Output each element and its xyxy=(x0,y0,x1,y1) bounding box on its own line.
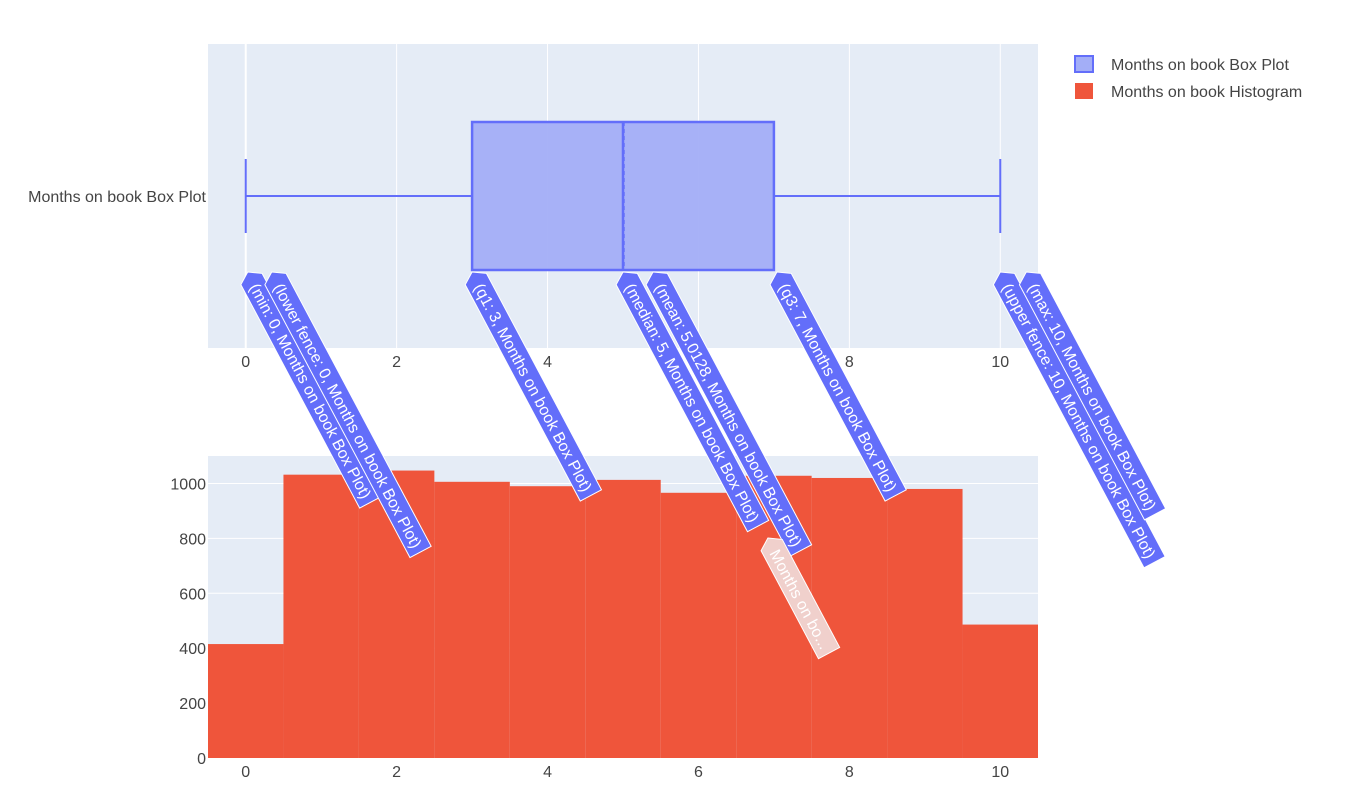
histogram-bar[interactable] xyxy=(887,488,963,758)
box-hover-label-bg xyxy=(645,271,813,557)
histogram-y-tick-label: 400 xyxy=(179,641,206,658)
histogram-bar[interactable] xyxy=(509,486,586,758)
legend-histogram-swatch[interactable] xyxy=(1075,83,1093,99)
histogram-bar[interactable] xyxy=(434,481,510,758)
legend-box-swatch[interactable] xyxy=(1074,55,1094,73)
legend-item-label[interactable]: Months on book Histogram xyxy=(1111,84,1302,101)
box-x-tick-label: 4 xyxy=(543,354,552,371)
histogram-y-ticks: 0 200 400 600 800 1000 xyxy=(170,476,206,768)
histogram-x-tick-label: 4 xyxy=(543,764,552,781)
histogram-x-tick-label: 6 xyxy=(694,764,703,781)
histogram-trace[interactable] xyxy=(208,470,1038,758)
box-hover-label-text: (max: 10, Months on book Box Plot) xyxy=(1024,281,1158,514)
histogram-x-tick-label: 10 xyxy=(991,764,1009,781)
histogram-x-tick-label: 2 xyxy=(392,764,401,781)
box-hover-label-bg xyxy=(615,271,770,533)
box-plot-trace[interactable] xyxy=(244,120,1002,272)
histogram-hover-label-bg xyxy=(760,537,841,660)
histogram-y-tick-label: 600 xyxy=(179,586,206,603)
histogram-x-tick-label: 8 xyxy=(845,764,854,781)
histogram-x-tick-label: 0 xyxy=(241,764,250,781)
legend-item-label[interactable]: Months on book Box Plot xyxy=(1111,57,1289,74)
histogram-y-tick-label: 0 xyxy=(197,751,206,768)
box-hover-label-bg xyxy=(992,271,1166,569)
box-x-tick-label: 0 xyxy=(241,354,250,371)
histogram-bar[interactable] xyxy=(208,644,284,758)
box-hover-label: (max: 10, Months on book Box Plot) xyxy=(1018,271,1167,521)
box-hover-label-bg xyxy=(264,271,432,559)
box-plot-category-label: Months on book Box Plot xyxy=(28,189,206,206)
histogram-y-tick-label: 200 xyxy=(179,696,206,713)
box-x-tick-label: 8 xyxy=(845,354,854,371)
histogram-y-tick-label: 800 xyxy=(179,531,206,548)
histogram-bar[interactable] xyxy=(283,474,359,758)
box-hover-label-bg xyxy=(464,271,603,502)
box-x-tick-label: 2 xyxy=(392,354,401,371)
box-hover-label-bg xyxy=(1018,271,1167,521)
histogram-subplot: 0 2 4 6 8 10 0 200 400 600 800 1000 xyxy=(170,456,1038,781)
histogram-x-ticks: 0 2 4 6 8 10 xyxy=(241,764,1009,781)
legend: Months on book Box Plot Months on book Hi… xyxy=(1074,55,1302,101)
box-x-tick-label: 10 xyxy=(991,354,1009,371)
box-hover-label-bg xyxy=(240,271,382,509)
histogram-y-tick-label: 1000 xyxy=(170,476,206,493)
histogram-bar[interactable] xyxy=(660,492,737,758)
histogram-bar[interactable] xyxy=(585,479,661,758)
histogram-bar[interactable] xyxy=(962,624,1038,758)
box-hover-label-bg xyxy=(769,271,907,502)
